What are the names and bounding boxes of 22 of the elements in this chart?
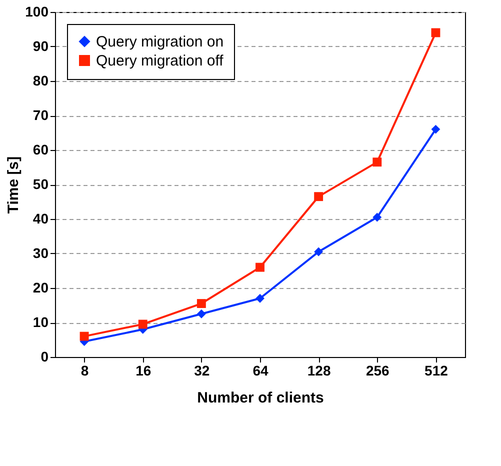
y-tick-label: 40 bbox=[32, 210, 49, 226]
y-tick-label: 0 bbox=[40, 348, 49, 364]
x-tick-label: 16 bbox=[136, 362, 152, 378]
y-tick-label: 70 bbox=[32, 107, 49, 123]
x-axis-title: Number of clients bbox=[197, 390, 324, 406]
x-tick-label: 128 bbox=[307, 362, 331, 378]
y-tick-label: 10 bbox=[32, 314, 49, 330]
y-tick-label: 60 bbox=[32, 142, 49, 158]
y-tick-label: 90 bbox=[32, 38, 49, 54]
x-tick-label: 8 bbox=[80, 362, 89, 378]
y-tick-label: 80 bbox=[32, 72, 49, 88]
y-axis-title: Time [s] bbox=[5, 156, 22, 214]
y-tick-label: 50 bbox=[32, 176, 49, 192]
legend-label: Query migration off bbox=[96, 52, 224, 70]
x-tick-label: 64 bbox=[252, 362, 268, 378]
legend-label: Query migration on bbox=[96, 34, 224, 50]
x-tick-label: 256 bbox=[366, 362, 390, 378]
x-tick-label: 512 bbox=[424, 362, 448, 378]
x-tick-label: 32 bbox=[194, 362, 210, 378]
y-tick-label: 100 bbox=[25, 4, 49, 20]
y-tick-label: 20 bbox=[32, 280, 49, 296]
y-tick-label: 30 bbox=[32, 245, 49, 261]
